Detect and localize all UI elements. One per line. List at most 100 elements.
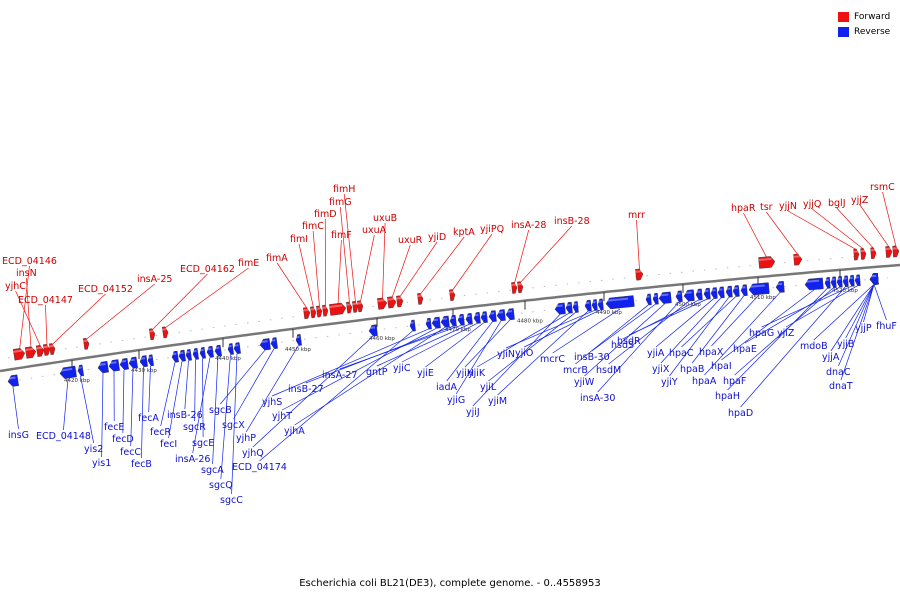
gene-shape bbox=[842, 275, 849, 288]
gene-yjia[interactable] bbox=[710, 287, 718, 299]
gene-sgca[interactable] bbox=[214, 344, 222, 357]
gene-kpta[interactable] bbox=[417, 293, 424, 305]
gene-fece[interactable] bbox=[108, 359, 120, 372]
gene-ecd-04146[interactable] bbox=[12, 348, 26, 361]
gene-fimh[interactable] bbox=[352, 301, 359, 313]
gene-insg[interactable] bbox=[7, 374, 19, 387]
gene-insb-28[interactable] bbox=[517, 281, 524, 294]
gene-yjjz[interactable] bbox=[885, 246, 893, 258]
gene-mrr[interactable] bbox=[635, 268, 644, 281]
gene-yjha[interactable] bbox=[440, 315, 450, 328]
gene-tsr[interactable] bbox=[793, 253, 803, 266]
gene-fimg[interactable] bbox=[346, 301, 353, 314]
gene-yjid[interactable] bbox=[396, 295, 404, 308]
gene-bglj[interactable] bbox=[870, 247, 877, 259]
gene-fecb[interactable] bbox=[139, 355, 148, 368]
gene-yjij[interactable] bbox=[554, 302, 566, 315]
gene-hpah[interactable] bbox=[824, 277, 831, 289]
gene-yis2[interactable] bbox=[77, 364, 84, 377]
gene-yjjn[interactable] bbox=[853, 248, 860, 261]
gene-uxub[interactable] bbox=[377, 297, 388, 310]
gene-ecd-04174[interactable] bbox=[409, 319, 416, 332]
gene-label-yjig: yjiG bbox=[447, 395, 465, 406]
gene-hpax[interactable] bbox=[748, 282, 770, 296]
gene-hpab[interactable] bbox=[740, 284, 748, 297]
gene-fime[interactable] bbox=[161, 326, 169, 339]
gene-hsds[interactable] bbox=[695, 288, 703, 301]
gene-ecd-04147[interactable] bbox=[42, 344, 51, 356]
gene-mcrb[interactable] bbox=[645, 293, 652, 306]
gene-gntp[interactable] bbox=[465, 313, 473, 325]
gene-yjil[interactable] bbox=[572, 301, 579, 313]
gene-hpaa[interactable] bbox=[775, 280, 785, 293]
gene-fhuf[interactable] bbox=[869, 273, 879, 285]
gene-hsdr[interactable] bbox=[703, 287, 711, 300]
gene-label-hpae: hpaE bbox=[733, 344, 757, 355]
gene-yjie[interactable] bbox=[480, 311, 488, 323]
gene-yjim[interactable] bbox=[584, 299, 592, 312]
gene-insb-30[interactable] bbox=[652, 292, 659, 305]
gene-yjipq[interactable] bbox=[449, 289, 456, 301]
gene-ecd-04148[interactable] bbox=[59, 365, 77, 379]
gene-yjiz[interactable] bbox=[854, 274, 861, 287]
gene-yjic[interactable] bbox=[473, 312, 481, 324]
gene-yjio[interactable] bbox=[597, 298, 604, 311]
gene-insa-26[interactable] bbox=[206, 345, 214, 358]
gene-rsmc[interactable] bbox=[892, 245, 900, 258]
gene-yjih[interactable] bbox=[505, 308, 515, 321]
gene-hpai[interactable] bbox=[804, 277, 824, 291]
gene-fecd[interactable] bbox=[119, 357, 129, 370]
gene-insa-25[interactable] bbox=[82, 338, 90, 350]
gene-insa-30[interactable] bbox=[675, 290, 683, 303]
gene-yjiy[interactable] bbox=[725, 285, 733, 298]
gene-yjig[interactable] bbox=[496, 309, 506, 322]
gene-yis1[interactable] bbox=[97, 360, 109, 374]
gene-yjhp[interactable] bbox=[295, 334, 302, 346]
gene-hpae[interactable] bbox=[836, 275, 843, 288]
gene-hsdm[interactable] bbox=[683, 289, 695, 302]
gene-yjix[interactable] bbox=[717, 286, 725, 299]
gene-insa-28[interactable] bbox=[511, 282, 518, 294]
gene-sgcr[interactable] bbox=[192, 348, 199, 360]
gene-uxua[interactable] bbox=[357, 300, 364, 313]
gene-label-bglj: bglJ bbox=[828, 198, 846, 209]
gene-sgcx[interactable] bbox=[270, 337, 278, 350]
gene-label-sgcc: sgcC bbox=[220, 495, 243, 506]
gene-feca[interactable] bbox=[147, 354, 154, 367]
gene-insn[interactable] bbox=[24, 346, 37, 359]
gene-yjjq[interactable] bbox=[860, 248, 867, 260]
gene-uxur[interactable] bbox=[387, 296, 397, 309]
gene-yjhc[interactable] bbox=[35, 345, 45, 357]
gene-yjik[interactable] bbox=[565, 301, 573, 314]
gene-sgcq[interactable] bbox=[227, 343, 234, 355]
gene-sgcb[interactable] bbox=[259, 338, 271, 351]
gene-sgcc[interactable] bbox=[233, 342, 241, 354]
gene-fecc[interactable] bbox=[128, 356, 138, 369]
gene-mcrc[interactable] bbox=[605, 295, 635, 310]
gene-hpar[interactable] bbox=[758, 256, 776, 269]
gene-hpag[interactable] bbox=[848, 274, 855, 287]
gene-shape bbox=[572, 301, 579, 313]
gene-insb-27[interactable] bbox=[449, 314, 457, 327]
gene-yjhq[interactable] bbox=[368, 324, 378, 337]
gene-yjin[interactable] bbox=[591, 299, 598, 311]
gene-insb-26[interactable] bbox=[185, 349, 192, 361]
gene-iada[interactable] bbox=[488, 310, 497, 323]
gene-fimd[interactable] bbox=[322, 304, 329, 317]
gene-yjhs[interactable] bbox=[425, 317, 432, 330]
gene-hpad[interactable] bbox=[842, 275, 849, 288]
gene-fimf[interactable] bbox=[329, 302, 347, 316]
gene-sgce[interactable] bbox=[199, 347, 206, 359]
gene-fima[interactable] bbox=[303, 307, 311, 320]
gene-hpaf[interactable] bbox=[830, 276, 837, 289]
gene-yjiw[interactable] bbox=[658, 291, 672, 304]
gene-fimc[interactable] bbox=[316, 305, 323, 318]
gene-hpac[interactable] bbox=[732, 285, 740, 297]
gene-feci[interactable] bbox=[178, 349, 186, 362]
gene-ecd-04162[interactable] bbox=[148, 328, 156, 341]
gene-ecd-04152[interactable] bbox=[48, 343, 56, 355]
gene-yjht[interactable] bbox=[431, 316, 441, 329]
gene-insa-27[interactable] bbox=[457, 313, 465, 326]
gene-fecr[interactable] bbox=[171, 350, 179, 363]
gene-fimi[interactable] bbox=[310, 306, 317, 319]
